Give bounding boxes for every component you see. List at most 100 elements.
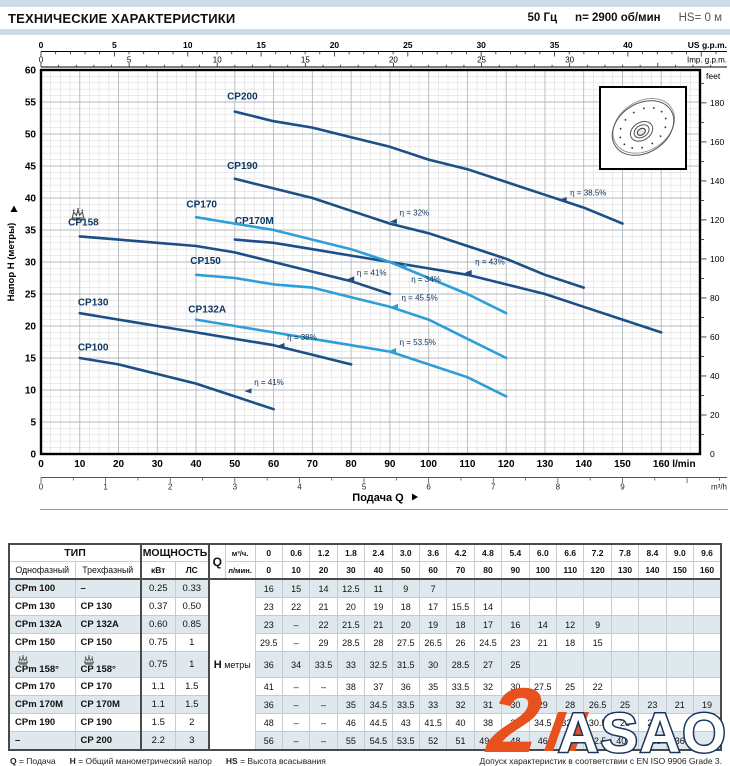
svg-text:20: 20 xyxy=(113,459,125,470)
head-value xyxy=(638,615,667,634)
head-value: 48 xyxy=(254,713,283,732)
power-hp: 1.5 xyxy=(174,695,210,714)
q-m3h-value: 4.2 xyxy=(446,543,475,562)
power-hp: 0.33 xyxy=(174,578,210,598)
q-lmin-value: 100 xyxy=(528,561,557,580)
head-value: 21.5 xyxy=(336,615,366,634)
head-value xyxy=(610,578,640,598)
q-m3h-value: 5.4 xyxy=(501,543,530,562)
page-title: ТЕХНИЧЕСКИЕ ХАРАКТЕРИСТИКИ xyxy=(8,10,236,26)
head-value xyxy=(693,677,722,696)
svg-text:50: 50 xyxy=(229,459,241,470)
efficiency-arrow xyxy=(244,388,252,394)
curve-label-CP150: CP150 xyxy=(190,256,221,267)
svg-text:30: 30 xyxy=(152,459,164,470)
head-value: 31.5 xyxy=(391,651,420,678)
col-single-phase: Однофазный xyxy=(8,561,76,580)
q-header: Q xyxy=(208,543,226,580)
head-value: 38.5 xyxy=(638,731,667,751)
q-m3h-value: 9.6 xyxy=(693,543,722,562)
head-value: 20 xyxy=(336,597,366,616)
header-band-bottom xyxy=(0,29,730,35)
head-value: 28.5 xyxy=(336,633,366,652)
col-group-power: МОЩНОСТЬ xyxy=(140,543,210,562)
q-m3h-value: 6.6 xyxy=(555,543,585,562)
power-hp: 1.5 xyxy=(174,677,210,696)
q-m3h-unit: м³/ч. xyxy=(224,543,256,562)
frequency-value: 50 Гц xyxy=(527,12,558,24)
table-row-CP158: CPm 158° CP 158° 0.75 1 36 34 33.5 33 32.5 31.5 30… xyxy=(8,651,722,678)
curve-label-CP200: CP200 xyxy=(227,91,258,102)
q-lmin-value: 60 xyxy=(418,561,448,580)
svg-text:10: 10 xyxy=(74,459,86,470)
head-value: 40.5 xyxy=(610,731,640,751)
table-row-: CPm 100–0.25 0.33 H метры 16 15 14 12.5 11 9 7 xyxy=(8,578,722,751)
head-value: – xyxy=(281,695,311,714)
power-hp: 0.85 xyxy=(174,615,210,634)
svg-text:4: 4 xyxy=(297,483,302,492)
head-value xyxy=(555,578,585,598)
head-value: 22 xyxy=(309,615,338,634)
efficiency-label: η = 38% xyxy=(287,333,317,342)
us-gpm-axis-label: US g.p.m. xyxy=(688,40,727,50)
head-value xyxy=(610,615,640,634)
pump-three-phase: CP 158° xyxy=(74,651,142,678)
svg-text:20: 20 xyxy=(389,56,398,65)
head-value: 31 xyxy=(473,695,503,714)
head-value xyxy=(638,633,667,652)
head-value: 33.5 xyxy=(391,695,420,714)
pump-single-phase: CPm 130 xyxy=(8,597,76,616)
head-value: 29 xyxy=(309,633,338,652)
q-m3h-value: 4.8 xyxy=(473,543,503,562)
head-value: 23 xyxy=(501,633,530,652)
svg-text:140: 140 xyxy=(575,459,592,470)
page-header: ТЕХНИЧЕСКИЕ ХАРАКТЕРИСТИКИ 50 Гц n= 2900… xyxy=(0,0,730,35)
suction-head-value: HS= 0 м xyxy=(678,12,722,24)
power-hp: 2 xyxy=(174,713,210,732)
efficiency-arrow xyxy=(389,218,397,224)
head-value: 26 xyxy=(638,713,667,732)
table-row-CP190: CPm 190 CP 190 1.5 2 48– –46 44.5 43 41.5 40 38 36 3… xyxy=(8,713,722,732)
head-value: 56 xyxy=(254,731,283,751)
head-value: 28.5 xyxy=(446,651,475,678)
q-m3h-value: 3.6 xyxy=(418,543,448,562)
head-value xyxy=(473,578,503,598)
pump-three-phase: CP 150 xyxy=(74,633,142,652)
head-value: 25 xyxy=(501,651,530,678)
power-kw: 2.2 xyxy=(140,731,176,751)
head-value xyxy=(638,651,667,678)
legend-item: HS = Высота всасывания xyxy=(225,756,326,766)
head-value xyxy=(693,578,722,598)
head-value xyxy=(610,651,640,678)
svg-text:25: 25 xyxy=(25,290,37,301)
head-value: 28 xyxy=(364,633,393,652)
head-value: 9 xyxy=(391,578,420,598)
head-value: 30.5 xyxy=(583,713,612,732)
svg-text:3: 3 xyxy=(233,483,238,492)
svg-text:0: 0 xyxy=(39,40,44,50)
efficiency-arrow xyxy=(391,303,399,309)
head-value xyxy=(693,713,722,732)
svg-text:9: 9 xyxy=(620,483,625,492)
head-value: 18 xyxy=(446,615,475,634)
head-value: 48 xyxy=(501,731,530,751)
pump-single-phase: CPm 190 xyxy=(8,713,76,732)
svg-text:20: 20 xyxy=(710,410,720,420)
head-value: 34.5 xyxy=(528,713,557,732)
q-lmin-value: 70 xyxy=(446,561,475,580)
pump-three-phase: CP 190 xyxy=(74,713,142,732)
legend-item: Q = Подача xyxy=(10,756,56,766)
curve-CP130 xyxy=(78,311,353,366)
head-value xyxy=(555,651,585,678)
pump-single-phase: CPm 150 xyxy=(8,633,76,652)
curve-CP170M xyxy=(233,238,663,334)
head-value: 38 xyxy=(336,677,366,696)
svg-text:40: 40 xyxy=(190,459,202,470)
grid-major xyxy=(41,70,700,454)
q-lmin-value: 10 xyxy=(281,561,311,580)
section-divider xyxy=(40,509,728,510)
svg-text:60: 60 xyxy=(710,332,720,342)
efficiency-arrow xyxy=(559,196,567,203)
footer: Q = Подача H = Общий манометрический напо… xyxy=(0,751,730,766)
head-value: 11 xyxy=(364,578,393,598)
